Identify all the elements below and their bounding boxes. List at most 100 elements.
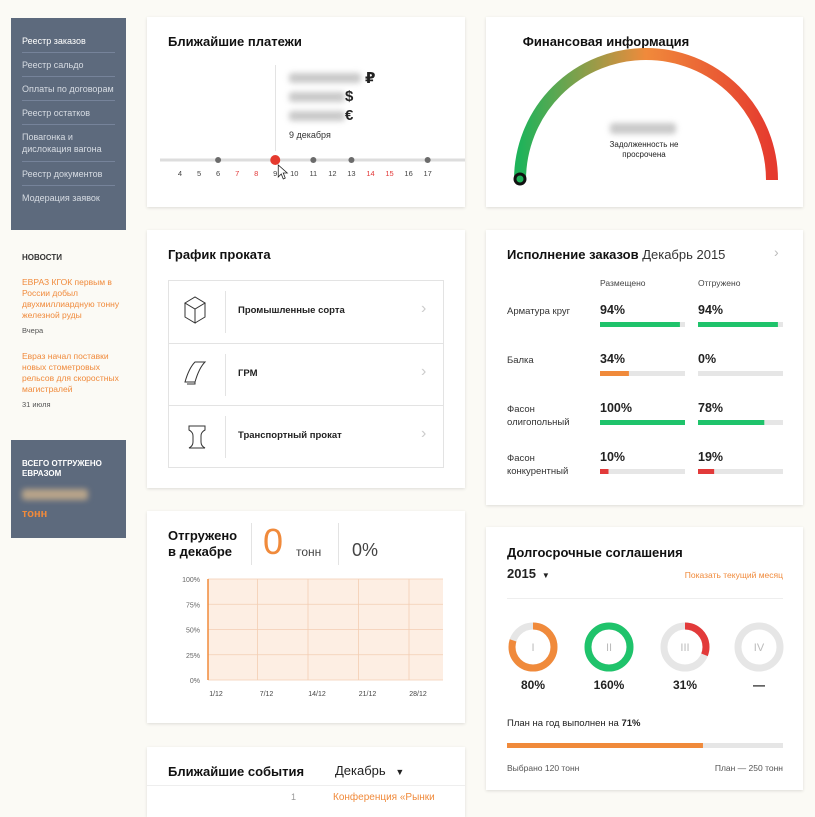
day-label: 4 (178, 169, 182, 178)
event-dot[interactable] (424, 157, 431, 163)
menu-item[interactable]: Реестр остатков (22, 108, 91, 118)
month[interactable]: Декабрь (335, 763, 386, 778)
rolling-list: Промышленные сорта › ГРМ › Транспортный прок… (168, 280, 444, 468)
row-name: Фасон олигопольный (507, 404, 570, 428)
year-select[interactable]: 2015 ▼ (507, 566, 550, 581)
selected: Выбрано 120 тонн (507, 763, 580, 773)
progress-bar (698, 322, 778, 327)
event-dot[interactable] (348, 157, 355, 163)
rolling-card: График проката Промышленные сорта › ГРМ › Тр… (147, 230, 465, 488)
rolling-row[interactable]: Транспортный прокат › (169, 405, 443, 468)
value-label: 19% (698, 450, 724, 464)
progress-bar (600, 469, 609, 474)
menu-item[interactable]: Оплаты по договорам (22, 84, 114, 94)
divider (147, 785, 465, 786)
news-link[interactable]: ЕВРАЗ КГОК первым в России добыл двухмил… (22, 277, 120, 320)
separator (22, 52, 115, 53)
menu-item[interactable]: Повагонка и дислокация вагона (22, 132, 102, 154)
separator (22, 124, 115, 125)
y-tick-label: 100% (182, 577, 200, 584)
card-title: График проката (168, 247, 271, 262)
chevron[interactable]: › (774, 244, 779, 260)
divider (251, 523, 252, 565)
link[interactable]: Показать текущий месяц (684, 570, 783, 580)
separator (22, 161, 115, 162)
icon (188, 425, 206, 449)
value-label: 94% (698, 303, 724, 317)
rolling-row[interactable]: Промышленные сорта › (169, 281, 443, 343)
card-title: Ближайшие события (168, 764, 305, 779)
x-tick-label: 14/12 (308, 691, 326, 698)
chevron: › (421, 425, 427, 442)
progress (600, 322, 685, 327)
progress (600, 420, 685, 425)
ring-value: 31% (673, 678, 697, 692)
ring-progress (660, 622, 710, 672)
plan-bar (507, 743, 783, 748)
blurred-amount (289, 111, 345, 121)
rolling-label: ГРМ (238, 368, 258, 379)
news-date: 31 июля (22, 400, 51, 409)
ring-label: II (606, 642, 612, 654)
progress-bar (698, 469, 715, 474)
card-title: Исполнение заказов Декабрь 2015 (507, 247, 725, 262)
menu-item[interactable]: Реестр документов (22, 169, 103, 179)
month-select[interactable]: Декабрь ▼ (335, 763, 404, 778)
plan-label: 71% (621, 718, 641, 729)
value-label: 94% (600, 303, 626, 317)
separator (225, 291, 226, 333)
blurred-amount (289, 73, 361, 83)
news-link[interactable]: Евраз начал поставки новых стометровых р… (22, 351, 119, 394)
ring-label: IV (754, 642, 765, 654)
divider (507, 598, 783, 599)
currency: € (345, 107, 354, 124)
ring-label: I (531, 642, 534, 654)
sidebar-menu: Реестр заказов Реестр сальдо Оплаты по дог… (11, 18, 126, 230)
progress (698, 322, 783, 327)
finance-card: Финансовая информация Задолженность не п… (486, 17, 803, 207)
menu-item[interactable]: Модерация заявок (22, 193, 100, 203)
value-label: 0% (698, 352, 717, 366)
rings: I 80% II 160% III 31% IV — (508, 622, 784, 692)
x-tick-label: 7/12 (260, 691, 274, 698)
ring-value: 80% (521, 678, 545, 692)
row-name: Арматура круг (507, 306, 571, 317)
icon (184, 296, 206, 324)
menu-item[interactable]: Реестр заказов (22, 36, 86, 46)
progress (600, 371, 685, 376)
rolling-label: Транспортный прокат (238, 430, 342, 441)
row-name: Фасон конкурентный (507, 453, 569, 477)
progress-track (600, 371, 685, 376)
y-tick-label: 0% (190, 678, 200, 685)
caret[interactable]: ▼ (541, 571, 550, 580)
ring-progress (508, 622, 558, 672)
ring-label: III (680, 642, 689, 654)
progress-bar (600, 420, 685, 425)
progress-bar (698, 420, 765, 425)
value-label: 34% (600, 352, 626, 366)
total-shipped-unit: тонн (22, 508, 48, 520)
event-day: 1 (291, 792, 297, 802)
year[interactable]: 2015 (507, 566, 536, 581)
agreements-card: Долгосрочные соглашения 2015 ▼ Показать т… (486, 527, 803, 790)
icon-shape (184, 361, 207, 385)
event-text[interactable]: Конференция «Рынки (333, 792, 435, 803)
separator (22, 100, 115, 101)
divider (338, 523, 339, 565)
events-card: Ближайшие события Декабрь ▼ 1 Конференци… (147, 747, 465, 817)
ring-track (734, 622, 784, 672)
event-dot[interactable] (310, 157, 317, 163)
day-label: 8 (254, 169, 258, 178)
payments-card: Ближайшие платежи ₽ $ € 9 декабря 4 5 6 7 8 9… (147, 17, 465, 207)
event-dot[interactable] (215, 157, 222, 163)
progress-track (698, 469, 783, 474)
progress-bar (600, 371, 629, 376)
caret[interactable]: ▼ (395, 767, 405, 777)
selected-day[interactable] (270, 155, 281, 165)
value-label: 10% (600, 450, 626, 464)
rolling-row[interactable]: ГРМ › (169, 343, 443, 406)
orders-period[interactable]: Декабрь 2015 (642, 247, 726, 262)
timeline: 4 5 6 7 8 9 10 11 12 13 14 15 16 17 (160, 155, 465, 180)
currency: ₽ (365, 70, 376, 87)
menu-item[interactable]: Реестр сальдо (22, 60, 84, 70)
